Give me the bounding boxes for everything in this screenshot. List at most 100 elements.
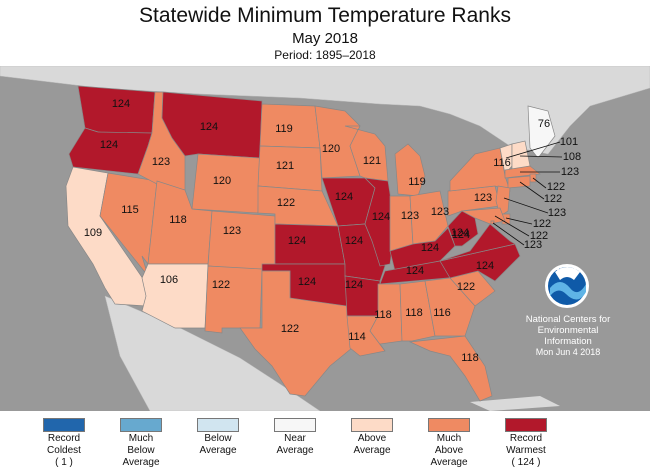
rank-label-utah: 118: [169, 214, 187, 226]
rank-label-mississippi: 118: [374, 309, 392, 321]
credit-date: Mon Jun 4 2018: [536, 347, 601, 357]
legend-label: Below: [204, 433, 232, 444]
rank-label-rhode-island: 122: [547, 181, 565, 193]
rank-label-oklahoma: 124: [298, 276, 316, 288]
state-indiana: [389, 195, 414, 252]
rank-label-north-dakota: 119: [275, 123, 293, 135]
rank-label-district-of-columbia: 123: [524, 239, 542, 251]
legend-swatch: [120, 418, 162, 432]
rank-label-maine: 76: [538, 118, 550, 130]
state-connecticut: [507, 175, 531, 189]
rank-label-kentucky: 124: [421, 242, 439, 254]
rank-label-south-dakota: 121: [276, 160, 294, 172]
rank-label-vermont: 101: [560, 136, 578, 148]
rank-label-montana: 124: [200, 121, 218, 133]
state-kansas: [274, 223, 346, 265]
canada-land: [0, 66, 650, 155]
rank-label-nevada: 115: [121, 204, 139, 216]
legend-label: Average: [276, 445, 314, 456]
legend-swatch: [505, 418, 547, 432]
legend-item-above: Above Average: [337, 418, 407, 456]
rank-label-virginia: 124: [451, 227, 469, 239]
legend-swatch: [351, 418, 393, 432]
map-period: Period: 1895–2018: [274, 48, 376, 62]
state-virginia: [439, 223, 516, 262]
leader-new-hampshire: [519, 155, 563, 158]
state-michigan: [394, 143, 426, 197]
legend-label: Much: [436, 433, 462, 444]
rank-label-georgia: 116: [433, 307, 451, 319]
leader-rhode-island: [532, 177, 547, 189]
rank-label-washington: 124: [112, 98, 130, 110]
legend-label: Near: [284, 433, 306, 444]
rank-label-new-york: 116: [493, 157, 511, 169]
rank-label-colorado: 123: [223, 225, 241, 237]
leader-lines: [492, 141, 563, 246]
state-oregon: [68, 127, 153, 175]
state-florida: [408, 335, 493, 402]
legend-label: Coldest: [47, 445, 81, 456]
legend-label: Average: [122, 457, 160, 468]
noaa-logo: NOAA: [545, 264, 589, 308]
mexico-land: [104, 295, 321, 411]
rank-label-kansas: 124: [288, 235, 306, 247]
legend-item-much-below: Much Below Average: [106, 418, 176, 468]
legend-label: Below: [127, 445, 155, 456]
legend-label: Much: [128, 433, 154, 444]
rank-label-alabama: 118: [405, 307, 423, 319]
legend-label: Above: [434, 445, 464, 456]
rank-label-wisconsin: 121: [363, 155, 381, 167]
state-maryland: [460, 207, 506, 225]
leader-district-of-columbia: [492, 222, 525, 246]
rank-label-idaho: 123: [152, 156, 170, 168]
state-new-york: [449, 147, 511, 192]
rank-label-louisiana: 114: [348, 331, 366, 343]
credit-line3: Information: [544, 336, 592, 347]
map-subtitle: May 2018: [292, 30, 358, 47]
rank-label-missouri: 124: [345, 235, 363, 247]
leader-vermont: [505, 141, 561, 159]
rank-label-pennsylvania: 123: [474, 192, 492, 204]
legend-item-near: Near Average: [260, 418, 330, 456]
legend-item-record-warmest: Record Warmest( 124 ): [491, 418, 561, 468]
rank-label-oregon: 124: [100, 139, 118, 151]
rank-label-michigan: 119: [408, 176, 426, 188]
legend-item-below: Below Average: [183, 418, 253, 456]
rank-label-west-virginia: 124: [452, 229, 470, 241]
state-washington: [77, 85, 156, 135]
rank-label-south-carolina: 122: [457, 281, 475, 293]
legend-swatch: [197, 418, 239, 432]
legend-swatch: [274, 418, 316, 432]
rank-label-texas: 122: [281, 323, 299, 335]
legend: Record Coldest( 1 ) Much Below Average Below A…: [0, 418, 650, 475]
rank-labels: 1241241091151231241201181061231221191211…: [84, 98, 581, 364]
rank-label-minnesota: 120: [322, 143, 340, 155]
state-texas: [239, 270, 353, 397]
noaa-logo-text: NOAA: [557, 268, 578, 275]
state-new-mexico: [204, 265, 263, 334]
cuba-land: [470, 396, 560, 411]
rank-label-california: 109: [84, 227, 102, 239]
rank-label-illinois: 124: [372, 211, 390, 223]
leader-new-jersey: [503, 197, 549, 214]
rank-label-tennessee: 124: [406, 265, 424, 277]
legend-swatch: [43, 418, 85, 432]
legend-label: Average: [430, 457, 468, 468]
rank-label-arizona: 106: [160, 274, 178, 286]
legend-label: Average: [199, 445, 237, 456]
leader-connecticut: [519, 181, 545, 200]
rank-label-massachusetts: 123: [561, 166, 579, 178]
legend-label: Warmest: [506, 445, 546, 456]
legend-item-much-above: Much Above Average: [414, 418, 484, 468]
legend-label: ( 1 ): [55, 457, 73, 468]
rank-label-indiana: 123: [401, 210, 419, 222]
rank-label-maryland: 122: [530, 230, 548, 242]
rank-label-new-jersey: 123: [548, 207, 566, 219]
legend-label: ( 124 ): [511, 457, 541, 468]
legend-swatch: [428, 418, 470, 432]
credit-line1: National Centers for: [526, 314, 610, 325]
state-ohio: [409, 190, 449, 245]
rank-label-iowa: 124: [335, 191, 353, 203]
rank-label-wyoming: 120: [213, 175, 231, 187]
state-alabama: [399, 280, 436, 342]
